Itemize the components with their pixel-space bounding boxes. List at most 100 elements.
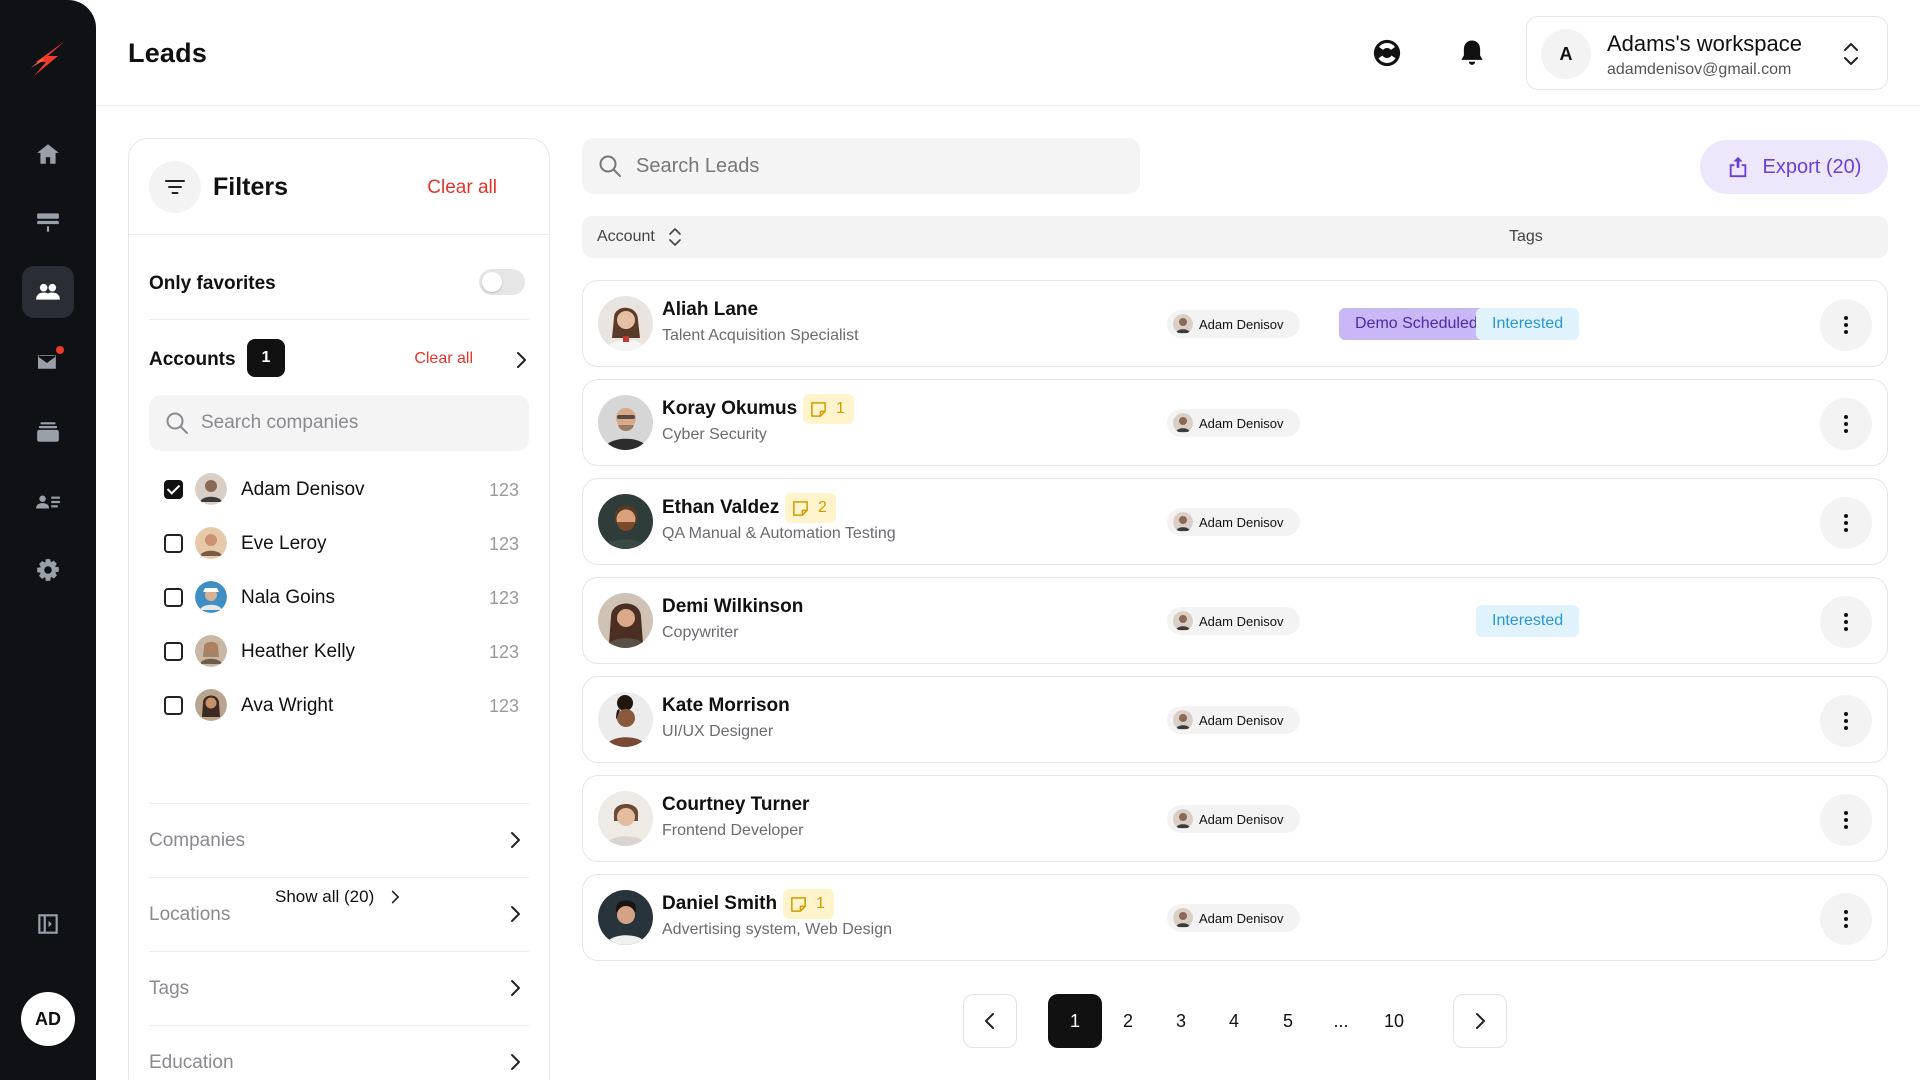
account-checkbox[interactable] bbox=[164, 642, 183, 661]
filter-section-education[interactable]: Education bbox=[149, 1025, 529, 1080]
lead-avatar bbox=[598, 494, 653, 549]
owner-avatar bbox=[1173, 611, 1193, 631]
row-actions-button[interactable] bbox=[1820, 695, 1872, 747]
lead-notes-badge[interactable]: 2 bbox=[785, 493, 836, 523]
show-all-accounts-link[interactable]: Show all (20) bbox=[129, 887, 549, 907]
lead-owner-chip: Adam Denisov bbox=[1167, 310, 1300, 338]
brand-logo-icon[interactable] bbox=[28, 38, 68, 78]
row-actions-button[interactable] bbox=[1820, 398, 1872, 450]
row-actions-button[interactable] bbox=[1820, 794, 1872, 846]
lead-role: Frontend Developer bbox=[662, 822, 804, 839]
search-icon bbox=[166, 412, 188, 434]
lifebuoy-icon bbox=[1373, 39, 1401, 67]
chevron-left-icon bbox=[985, 1013, 994, 1029]
lead-name[interactable]: Kate Morrison bbox=[662, 695, 790, 716]
account-option[interactable]: Nala Goins 123 bbox=[149, 577, 529, 617]
chevron-right-icon bbox=[1476, 1013, 1485, 1029]
collapse-sidebar-button[interactable] bbox=[22, 898, 74, 950]
account-checkbox[interactable] bbox=[164, 534, 183, 553]
sort-icon[interactable] bbox=[666, 226, 684, 248]
filter-section-locations[interactable]: Locations bbox=[149, 877, 529, 951]
search-companies-input[interactable]: Search companies bbox=[149, 395, 529, 451]
more-vertical-icon bbox=[1844, 811, 1848, 829]
page-2-button[interactable]: 2 bbox=[1122, 1010, 1133, 1031]
lead-role: UI/UX Designer bbox=[662, 723, 774, 740]
lead-avatar bbox=[598, 692, 653, 747]
lead-name[interactable]: Koray Okumus bbox=[662, 398, 798, 419]
nav-contacts[interactable] bbox=[22, 476, 74, 528]
row-actions-button[interactable] bbox=[1820, 893, 1872, 945]
nav-settings[interactable] bbox=[22, 544, 74, 596]
filters-title: Filters bbox=[213, 173, 289, 201]
nav-stack[interactable] bbox=[22, 406, 74, 458]
next-page-button[interactable] bbox=[1453, 994, 1507, 1048]
prev-page-button[interactable] bbox=[963, 994, 1017, 1048]
tag-demo-scheduled[interactable]: Demo Scheduled bbox=[1339, 308, 1494, 340]
only-favorites-toggle[interactable] bbox=[479, 269, 525, 295]
show-all-label: Show all (20) bbox=[275, 887, 375, 906]
account-option[interactable]: Ava Wright 123 bbox=[149, 685, 529, 725]
workspace-switcher[interactable]: A Adams's workspace adamdenisov@gmail.co… bbox=[1526, 16, 1888, 90]
export-button[interactable]: Export (20) bbox=[1700, 140, 1888, 194]
lead-name[interactable]: Courtney Turner bbox=[662, 794, 810, 815]
account-count: 123 bbox=[488, 696, 519, 716]
nav-leads[interactable] bbox=[22, 266, 74, 318]
lead-owner-chip: Adam Denisov bbox=[1167, 607, 1300, 635]
lead-row[interactable]: Koray Okumus Cyber Security 1 Adam Denis… bbox=[582, 379, 1888, 466]
column-header-tags: Tags bbox=[1509, 228, 1543, 245]
note-icon bbox=[811, 401, 826, 417]
owner-avatar bbox=[1173, 908, 1193, 928]
lead-avatar bbox=[598, 593, 653, 648]
more-vertical-icon bbox=[1844, 910, 1848, 928]
notifications-button[interactable] bbox=[1455, 36, 1489, 70]
page-10-button[interactable]: 10 bbox=[1383, 1010, 1405, 1031]
account-option[interactable]: Heather Kelly 123 bbox=[149, 631, 529, 671]
tag-interested[interactable]: Interested bbox=[1476, 308, 1580, 340]
lead-notes-badge[interactable]: 1 bbox=[783, 889, 834, 919]
row-actions-button[interactable] bbox=[1820, 596, 1872, 648]
nav-mail[interactable] bbox=[22, 336, 74, 388]
clear-all-filters-button[interactable]: Clear all bbox=[427, 177, 497, 198]
accounts-chevron-right-icon[interactable] bbox=[511, 350, 531, 370]
nav-layout[interactable] bbox=[22, 196, 74, 248]
account-checkbox[interactable] bbox=[164, 696, 183, 715]
lead-row[interactable]: Courtney Turner Frontend Developer Adam … bbox=[582, 775, 1888, 862]
more-vertical-icon bbox=[1844, 316, 1848, 334]
user-avatar[interactable]: AD bbox=[21, 992, 75, 1046]
account-option[interactable]: Eve Leroy 123 bbox=[149, 523, 529, 563]
account-option[interactable]: Adam Denisov 123 bbox=[149, 469, 529, 509]
account-checkbox[interactable] bbox=[164, 480, 183, 499]
lead-row[interactable]: Aliah Lane Talent Acquisition Specialist… bbox=[582, 280, 1888, 367]
row-actions-button[interactable] bbox=[1820, 299, 1872, 351]
lead-row[interactable]: Ethan Valdez QA Manual & Automation Test… bbox=[582, 478, 1888, 565]
account-checkbox[interactable] bbox=[164, 588, 183, 607]
filter-button[interactable] bbox=[149, 161, 201, 213]
row-actions-button[interactable] bbox=[1820, 497, 1872, 549]
search-leads-input[interactable]: Search Leads bbox=[582, 138, 1140, 194]
page-3-button[interactable]: 3 bbox=[1175, 1010, 1186, 1031]
lead-name[interactable]: Daniel Smith bbox=[662, 893, 778, 914]
tag-interested[interactable]: Interested bbox=[1476, 605, 1580, 637]
filter-section-tags[interactable]: Tags bbox=[149, 951, 529, 1025]
avatar bbox=[195, 527, 227, 559]
lead-avatar bbox=[598, 395, 653, 450]
lead-notes-badge[interactable]: 1 bbox=[803, 394, 854, 424]
unread-dot bbox=[56, 346, 64, 354]
column-header-account[interactable]: Account bbox=[597, 228, 655, 245]
lead-row[interactable]: Demi Wilkinson Copywriter Adam Denisov I… bbox=[582, 577, 1888, 664]
page-5-button[interactable]: 5 bbox=[1282, 1010, 1293, 1031]
lead-name[interactable]: Ethan Valdez bbox=[662, 497, 780, 518]
filter-section-companies[interactable]: Companies bbox=[149, 803, 529, 877]
page-1-button[interactable]: 1 bbox=[1048, 994, 1102, 1048]
lead-name[interactable]: Aliah Lane bbox=[662, 299, 759, 320]
clear-accounts-button[interactable]: Clear all bbox=[414, 350, 473, 367]
avatar bbox=[195, 581, 227, 613]
owner-avatar bbox=[1173, 809, 1193, 829]
lead-row[interactable]: Kate Morrison UI/UX Designer Adam Deniso… bbox=[582, 676, 1888, 763]
lead-row[interactable]: Daniel Smith Advertising system, Web Des… bbox=[582, 874, 1888, 961]
lead-owner-chip: Adam Denisov bbox=[1167, 409, 1300, 437]
page-4-button[interactable]: 4 bbox=[1228, 1010, 1239, 1031]
lead-name[interactable]: Demi Wilkinson bbox=[662, 596, 804, 617]
nav-home[interactable] bbox=[22, 128, 74, 180]
support-button[interactable] bbox=[1370, 36, 1404, 70]
